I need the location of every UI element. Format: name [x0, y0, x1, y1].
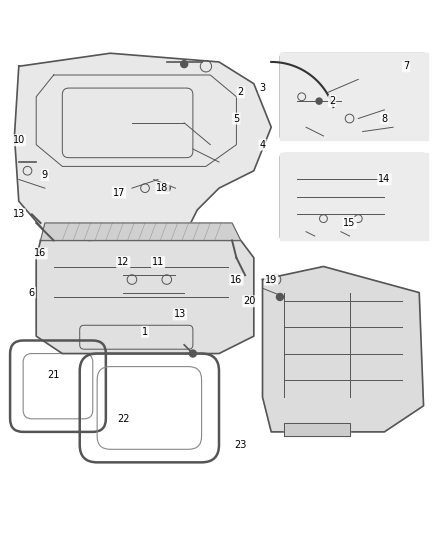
Text: 20: 20 — [243, 296, 256, 306]
Text: 16: 16 — [35, 248, 47, 259]
Text: 2: 2 — [238, 87, 244, 98]
Text: 21: 21 — [47, 370, 60, 381]
Text: 9: 9 — [42, 170, 48, 180]
Polygon shape — [41, 223, 241, 240]
Text: 5: 5 — [233, 114, 240, 124]
Text: 15: 15 — [343, 218, 356, 228]
Text: 23: 23 — [235, 440, 247, 450]
Polygon shape — [14, 53, 271, 240]
Circle shape — [163, 184, 170, 192]
Text: 18: 18 — [156, 183, 169, 193]
Text: 11: 11 — [152, 257, 164, 267]
Circle shape — [316, 98, 322, 104]
Polygon shape — [284, 423, 350, 436]
Text: 1: 1 — [142, 327, 148, 337]
Polygon shape — [280, 154, 428, 240]
Text: 7: 7 — [403, 61, 409, 71]
Text: 10: 10 — [13, 135, 25, 146]
Text: 14: 14 — [378, 174, 391, 184]
Text: 13: 13 — [174, 309, 186, 319]
Text: 16: 16 — [230, 274, 243, 285]
Text: 13: 13 — [13, 209, 25, 219]
Text: 8: 8 — [381, 114, 388, 124]
Polygon shape — [36, 240, 254, 353]
Text: 19: 19 — [265, 274, 277, 285]
Circle shape — [189, 350, 196, 357]
Text: 12: 12 — [117, 257, 130, 267]
Text: 4: 4 — [259, 140, 265, 150]
Text: 17: 17 — [113, 188, 125, 198]
Circle shape — [181, 61, 187, 68]
Polygon shape — [262, 266, 424, 432]
Text: 3: 3 — [259, 83, 265, 93]
Text: 6: 6 — [29, 288, 35, 297]
Text: 22: 22 — [117, 414, 130, 424]
Text: 2: 2 — [329, 96, 335, 106]
Polygon shape — [280, 53, 428, 140]
Circle shape — [276, 294, 283, 301]
